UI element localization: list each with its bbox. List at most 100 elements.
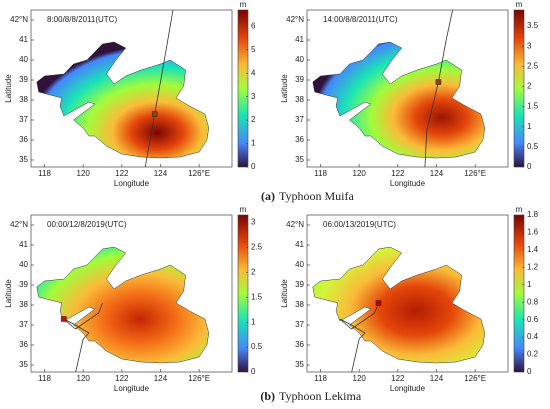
y-tick-label: 38 [19,95,28,104]
colorbar-label: m [516,205,523,214]
colorbar-tick-label: 3 [527,41,532,50]
colorbar-tick-label: 3 [251,92,256,101]
y-tick-label: 35 [19,360,28,369]
x-tick-label: 126°E [188,374,210,383]
y-tick-label: 42°N [10,220,28,229]
x-tick-label: 122 [115,169,129,178]
colorbar-tick-label: 3.5 [527,21,539,30]
y-tick-label: 41 [19,35,28,44]
colorbar-label: m [240,0,247,9]
y-tick-label: 41 [19,240,28,249]
colorbar-tick-label: 2 [251,267,256,276]
annotation: 00:00/12/8/2019(UTC) [47,220,127,229]
y-tick-label: 38 [19,300,28,309]
typhoon-center [151,111,158,117]
y-tick-label: 42°N [286,220,304,229]
colorbar-tick-label: 0.5 [251,342,263,351]
y-tick-label: 37 [295,320,304,329]
y-axis-label: Latitude [280,74,289,103]
colorbar [513,214,525,373]
y-tick-label: 39 [295,280,304,289]
caption-label: (a) [261,189,275,203]
x-tick-label: 126°E [188,169,210,178]
y-tick-label: 40 [19,55,28,64]
typhoon-track [144,10,174,167]
colorbar-tick-label: 0.6 [527,315,539,324]
y-tick-label: 36 [19,135,28,144]
y-axis-label: Latitude [4,279,13,308]
y-tick-label: 36 [19,340,28,349]
x-tick-label: 120 [77,169,91,178]
colorbar-tick-label: 1.6 [527,228,539,237]
colorbar-tick-label: 2 [527,82,532,91]
x-axis-label: Longitude [390,384,426,393]
y-tick-label: 40 [19,260,28,269]
x-tick-label: 118 [38,169,51,178]
y-tick-label: 39 [19,75,28,84]
y-tick-label: 35 [295,360,304,369]
y-tick-label: 39 [295,75,304,84]
caption-text: Typhoon Lekima [279,389,362,403]
colorbar-label: m [516,0,523,9]
colorbar-tick-label: 5 [251,45,256,54]
colorbar-tick-label: 0.4 [527,332,539,341]
y-tick-label: 41 [295,240,304,249]
x-axis-label: Longitude [114,179,150,188]
typhoon-center [435,79,442,85]
y-tick-label: 37 [295,115,304,124]
y-tick-label: 35 [295,155,304,164]
x-tick-label: 124 [430,169,444,178]
y-tick-label: 35 [19,155,28,164]
y-tick-label: 36 [295,135,304,144]
x-tick-label: 124 [154,374,168,383]
colorbar [237,9,249,168]
y-tick-label: 42°N [10,15,28,24]
colorbar-tick-label: 3 [251,218,256,227]
colorbar-tick-label: 0 [527,367,532,376]
x-tick-label: 118 [314,169,327,178]
y-axis-label: Latitude [280,279,289,308]
colorbar [513,9,525,168]
annotation: 14:00/8/8/2011(UTC) [323,15,398,24]
colorbar-tick-label: 2 [251,115,256,124]
x-tick-label: 122 [391,374,405,383]
x-tick-label: 118 [38,374,51,383]
x-tick-label: 122 [391,169,405,178]
colorbar-tick-label: 0 [251,162,256,171]
typhoon-track [63,302,103,372]
x-tick-label: 120 [77,374,91,383]
colorbar-tick-label: 2.5 [527,61,539,70]
colorbar-tick-label: 1 [251,317,256,326]
x-tick-label: 124 [154,169,168,178]
x-tick-label: 126°E [464,169,486,178]
colorbar-tick-label: 1 [251,139,256,148]
colorbar-tick-label: 4 [251,68,256,77]
x-tick-label: 124 [430,374,444,383]
y-tick-label: 42°N [286,15,304,24]
colorbar [237,214,249,373]
y-tick-label: 37 [19,320,28,329]
colorbar-tick-label: 1 [527,280,532,289]
colorbar-tick-label: 2.5 [251,243,263,252]
colorbar-tick-label: 1.2 [527,262,539,271]
x-tick-label: 126°E [464,374,486,383]
colorbar-tick-label: 0.8 [527,297,539,306]
y-tick-label: 40 [295,55,304,64]
y-tick-label: 36 [295,340,304,349]
annotation: 06:00/13/2019(UTC) [323,220,396,229]
y-tick-label: 38 [295,95,304,104]
caption-label: (b) [260,389,275,403]
annotation: 8:00/8/8/2011(UTC) [47,15,117,24]
y-tick-label: 37 [19,115,28,124]
colorbar-tick-label: 1.4 [527,245,539,254]
colorbar-tick-label: 1.5 [527,102,539,111]
y-tick-label: 40 [295,260,304,269]
x-tick-label: 120 [353,169,367,178]
wave-field [36,41,210,159]
y-tick-label: 39 [19,280,28,289]
colorbar-tick-label: 0.5 [527,142,539,151]
